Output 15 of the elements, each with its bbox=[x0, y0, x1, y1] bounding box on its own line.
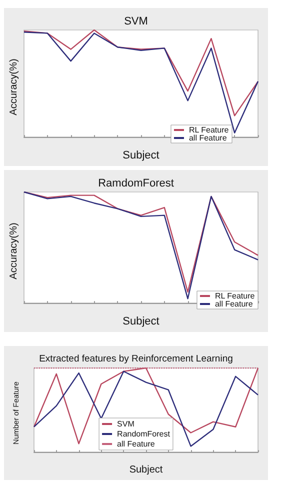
legend-label: all Feature bbox=[188, 134, 228, 142]
y-axis-title: Accuracy(%) bbox=[8, 58, 20, 116]
legend-label: RandomForest bbox=[117, 430, 171, 438]
chart-title: RamdomForest bbox=[98, 178, 174, 190]
legend-label: SVM bbox=[117, 420, 135, 428]
legend-label: all Feature bbox=[214, 300, 254, 308]
legend-label: RL Feature bbox=[214, 292, 256, 300]
y-axis-title: Accuracy(%) bbox=[8, 222, 20, 280]
chart-title: SVM bbox=[124, 16, 148, 28]
legend-label: RL Feature bbox=[188, 126, 230, 134]
x-axis-title: Subject bbox=[129, 464, 163, 476]
legend-label: all Feature bbox=[117, 440, 156, 448]
chart-title: Extracted features by Reinforcement Learning bbox=[39, 354, 233, 364]
x-axis-title: Subject bbox=[122, 150, 160, 162]
x-axis-title: Subject bbox=[122, 316, 160, 328]
